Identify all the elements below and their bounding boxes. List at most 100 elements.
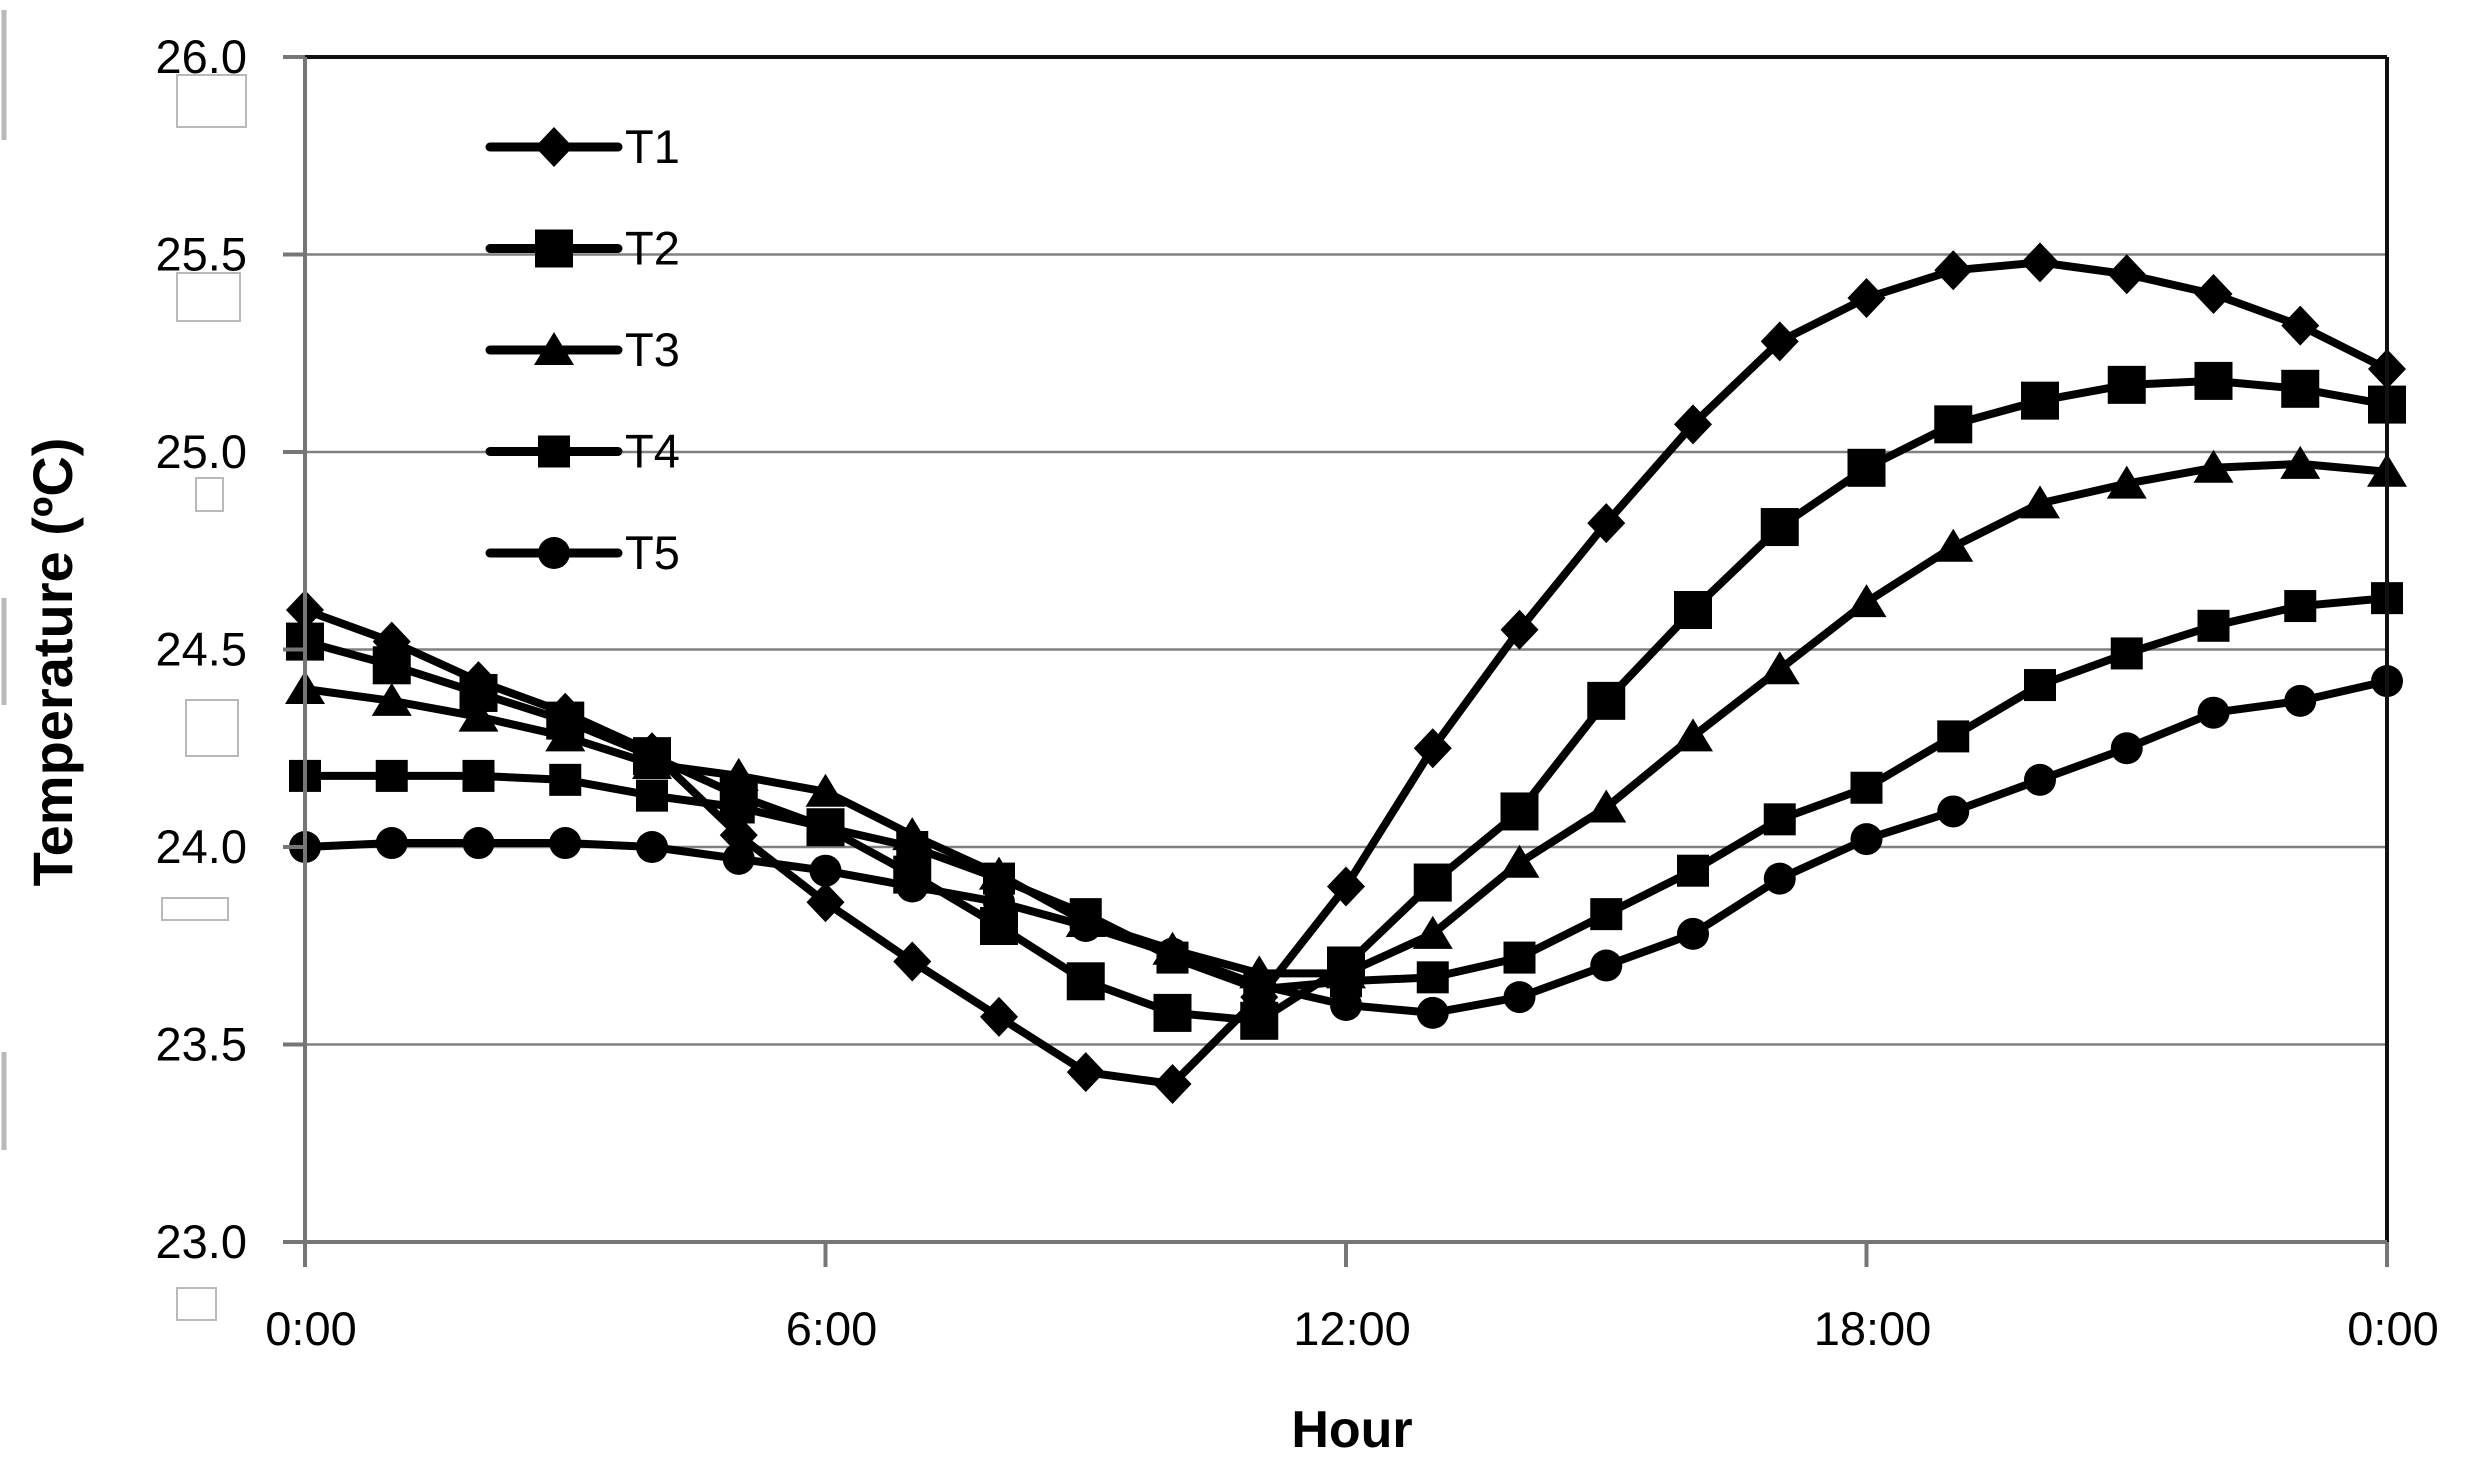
series-T3-marker bbox=[1933, 528, 1974, 562]
series-T1-marker bbox=[1413, 728, 1452, 769]
x-tick-label: 18:00 bbox=[1814, 1302, 1932, 1355]
series-T1-marker bbox=[1847, 277, 1886, 318]
y-tick-label: 24.5 bbox=[156, 623, 247, 676]
y-tick-label: 25.5 bbox=[156, 228, 247, 281]
series-T1-marker bbox=[1500, 609, 1539, 650]
legend: T1 T2 T3 T4 T5 bbox=[485, 120, 680, 579]
series-T2-marker bbox=[1760, 508, 1799, 547]
series-T4-line bbox=[301, 594, 2391, 994]
x-tick-label: 0:00 bbox=[265, 1302, 356, 1355]
series-T2-marker bbox=[1240, 1001, 1279, 1040]
x-tick-label: 12:00 bbox=[1293, 1302, 1411, 1355]
series-T4-marker bbox=[1937, 720, 1970, 753]
series-T4-marker bbox=[2024, 669, 2056, 702]
series-T3-marker bbox=[1846, 584, 1887, 618]
legend-label: T3 bbox=[625, 323, 680, 376]
series-T2-marker bbox=[1934, 405, 1973, 444]
series-T4-marker bbox=[2284, 590, 2317, 623]
series-T2-marker bbox=[1153, 993, 1192, 1032]
series-T2-marker bbox=[2281, 369, 2320, 408]
series-T4-marker bbox=[1590, 898, 1623, 931]
series-T3-marker bbox=[2020, 485, 2060, 519]
legend-marker-square-icon bbox=[538, 435, 570, 468]
series-T1-marker bbox=[1587, 503, 1626, 544]
axis-ticks-and-labels: 26.0 25.5 25.0 24.5 24.0 23.5 23.0 0:00 6:00 12:0… bbox=[156, 30, 2439, 1355]
series-T2-marker bbox=[1674, 591, 1712, 629]
series-T1-marker bbox=[980, 996, 1018, 1037]
series-T3-marker bbox=[2106, 465, 2147, 499]
series-T1-marker bbox=[806, 882, 845, 923]
series-T5-marker bbox=[375, 827, 408, 860]
series-T2-marker bbox=[2194, 361, 2233, 400]
y-axis-title: Temperature (ºC) bbox=[21, 438, 84, 887]
series-T5-marker bbox=[549, 827, 582, 860]
series-T2-marker bbox=[1500, 792, 1539, 831]
legend-marker-triangle-icon bbox=[534, 332, 574, 365]
y-tick-label: 23.5 bbox=[156, 1018, 247, 1071]
series-T5-marker bbox=[1243, 969, 1276, 1002]
artifact-box bbox=[185, 699, 239, 757]
series-T4-marker bbox=[1850, 771, 1883, 804]
series-T4-marker bbox=[1763, 803, 1796, 836]
y-tick-label: 23.0 bbox=[156, 1215, 247, 1268]
series-T3-marker bbox=[371, 682, 412, 716]
series-T4-marker bbox=[896, 831, 929, 863]
series-T1-marker bbox=[2107, 254, 2146, 295]
series-T1-marker bbox=[1327, 866, 1365, 907]
series-T3-marker bbox=[2280, 445, 2321, 479]
series-T3-marker bbox=[1759, 651, 1800, 685]
series-T4-marker bbox=[809, 811, 842, 844]
legend-marker-diamond-icon bbox=[535, 127, 573, 167]
series-T2-marker bbox=[372, 646, 411, 685]
y-tick-label: 24.0 bbox=[156, 820, 247, 873]
legend-label: T4 bbox=[625, 425, 680, 478]
series-T5-marker bbox=[809, 854, 842, 887]
y-tick-label: 26.0 bbox=[156, 30, 247, 83]
legend-item-T5: T5 bbox=[485, 526, 680, 579]
series-T1-marker bbox=[1934, 250, 1973, 291]
series-T4-marker bbox=[1677, 854, 1709, 887]
series-T5-marker bbox=[462, 827, 495, 860]
series-T1-marker bbox=[893, 941, 932, 982]
series-T5 bbox=[289, 665, 2403, 1029]
series-T5-marker bbox=[2197, 696, 2230, 729]
legend-label: T5 bbox=[625, 526, 680, 579]
scan-artifacts bbox=[1, 10, 247, 1321]
series-T1-marker bbox=[1066, 1052, 1105, 1093]
series-T2-marker bbox=[1413, 863, 1452, 902]
series-T3-marker bbox=[458, 698, 499, 732]
legend-marker-circle-icon bbox=[538, 537, 570, 569]
series-T5-marker bbox=[2110, 732, 2143, 765]
series-T5-marker bbox=[1156, 937, 1189, 970]
x-tick-label: 6:00 bbox=[786, 1302, 877, 1355]
series-T2-line bbox=[301, 376, 2391, 1025]
series-T5-marker bbox=[1850, 823, 1883, 856]
series-T5-marker bbox=[1330, 989, 1362, 1021]
series-T5-marker bbox=[2284, 684, 2317, 717]
x-tick-label: 0:00 bbox=[2347, 1302, 2438, 1355]
series-T3-marker bbox=[2193, 449, 2234, 483]
series-T2-marker bbox=[2107, 365, 2146, 404]
series-T3-marker bbox=[1586, 789, 1627, 823]
series-T3-marker bbox=[632, 746, 672, 780]
series-T5-marker bbox=[896, 870, 929, 903]
artifact-box bbox=[176, 272, 241, 322]
series-T2-marker bbox=[1847, 448, 1886, 487]
series-T3-marker bbox=[545, 718, 586, 752]
legend-label: T2 bbox=[625, 222, 680, 275]
series-T1-marker bbox=[1674, 404, 1712, 445]
artifact-box bbox=[195, 477, 224, 512]
series-T1-marker bbox=[2281, 305, 2320, 346]
legend-label: T1 bbox=[625, 120, 680, 173]
series-T5-marker bbox=[983, 886, 1015, 919]
series-T5-marker bbox=[1937, 795, 1970, 828]
series-T5-marker bbox=[1763, 862, 1796, 895]
series-T3 bbox=[285, 445, 2407, 989]
series-T3-marker bbox=[718, 757, 759, 791]
artifact-box bbox=[161, 897, 229, 921]
series-T2-marker bbox=[1066, 962, 1105, 1001]
series-T5-marker bbox=[1069, 910, 1102, 942]
series-T1-marker bbox=[2194, 274, 2233, 314]
series-T4 bbox=[289, 582, 2403, 1006]
